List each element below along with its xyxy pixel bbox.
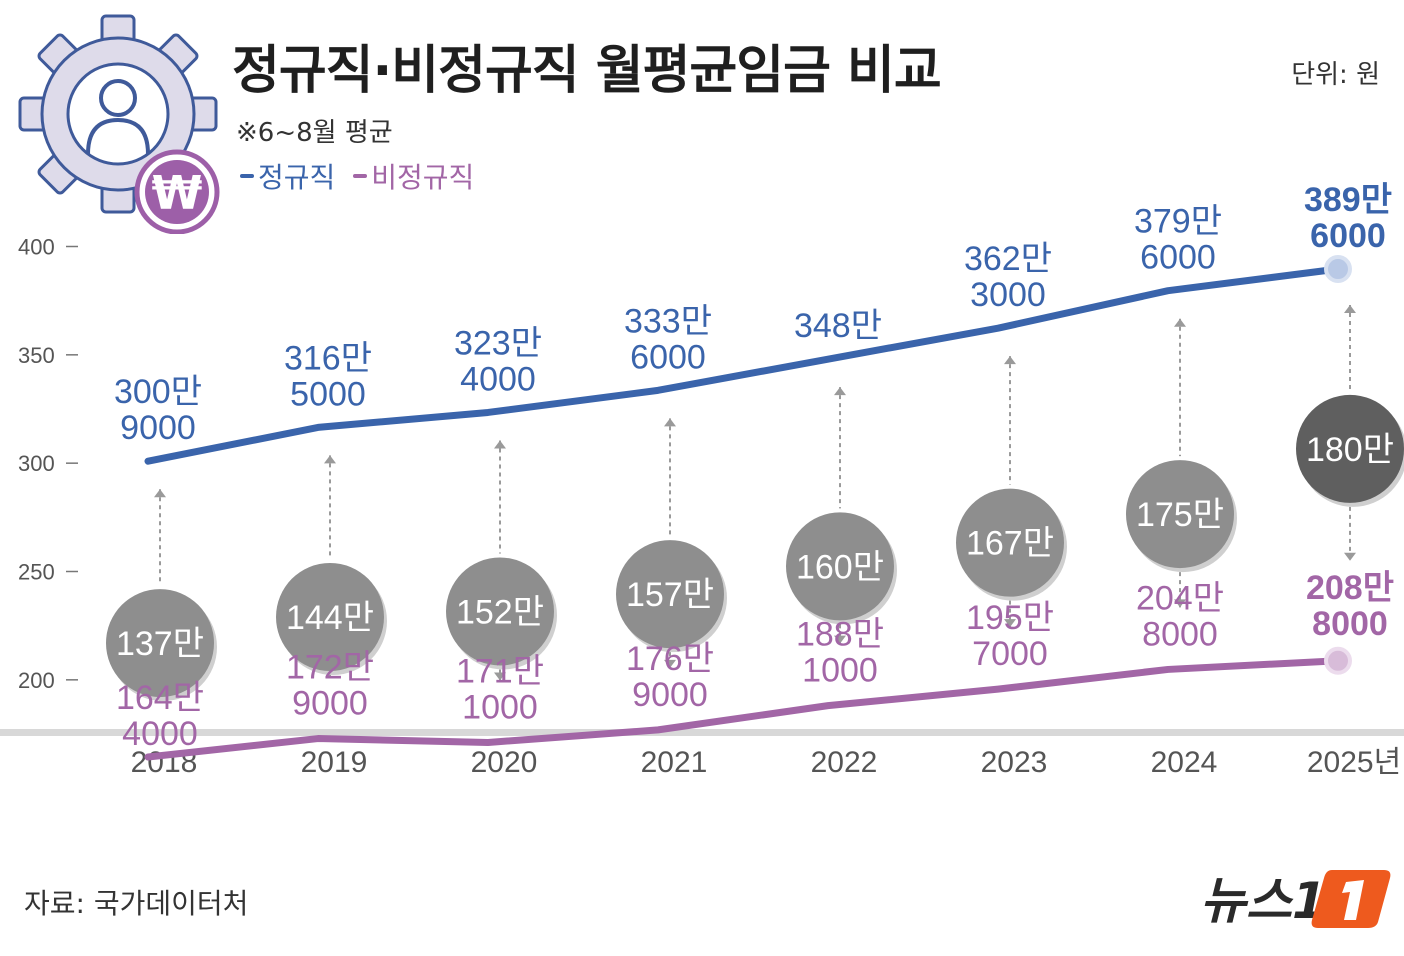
- regular-value-label-1-1: 5000: [290, 375, 366, 413]
- regular-value-label-0-0: 300만: [114, 373, 202, 411]
- x-tick-label-2: 2020: [471, 746, 538, 779]
- legend-item-nonregular: 비정규직: [353, 156, 474, 196]
- news1-logo: 뉴스1: [1200, 870, 1391, 930]
- gap-label-2: 152만: [456, 593, 544, 631]
- nonregular-value-label-1-0: 172만: [286, 649, 374, 687]
- gap-bubble-2: [446, 557, 554, 666]
- gap-arrow-down-head-7: [1344, 552, 1356, 561]
- legend-label-nonregular: 비정규직: [371, 161, 475, 194]
- regular-value-label-2-1: 4000: [460, 360, 536, 398]
- gap-arrow-up-head-2: [494, 440, 506, 449]
- worker-gear-icon: ₩: [18, 14, 220, 234]
- legend-label-regular: 정규직: [258, 161, 336, 194]
- gap-arrow-down-head-5: [1004, 619, 1016, 628]
- gap-bubble-7: [1296, 394, 1404, 503]
- gap-arrow-up-head-0: [154, 489, 166, 498]
- regular-value-label-0-1: 9000: [120, 409, 196, 447]
- x-tick-label-4: 2022: [811, 746, 878, 779]
- nonregular-value-label-5-1: 7000: [972, 635, 1048, 673]
- regular-value-label-7-1: 6000: [1310, 217, 1386, 255]
- gap-bubble-5: [956, 488, 1064, 597]
- nonregular-value-label-6-0: 204만: [1136, 579, 1224, 617]
- gap-arrow-up-head-1: [324, 455, 336, 464]
- x-axis-baseline: [0, 729, 1404, 736]
- gap-label-3: 157만: [626, 576, 714, 614]
- won-sign: ₩: [152, 166, 203, 220]
- gap-bubble-4: [786, 512, 894, 621]
- nonregular-value-label-0-0: 164만: [116, 679, 204, 717]
- x-tick-label-3: 2021: [641, 746, 708, 779]
- gap-arrow-down-head-2: [494, 672, 506, 681]
- regular-value-label-3-0: 333만: [624, 302, 712, 340]
- x-tick-label-7: 2025년: [1307, 746, 1401, 779]
- nonregular-value-label-7-0: 208만: [1306, 569, 1394, 607]
- nonregular-value-label-4-0: 188만: [796, 616, 884, 654]
- series-line-nonregular: [144, 657, 1342, 761]
- regular-value-label-7-0: 389만: [1304, 181, 1392, 219]
- gap-label-4: 160만: [796, 548, 884, 586]
- nonregular-value-label-2-0: 171만: [456, 652, 544, 690]
- x-tick-label-5: 2023: [981, 746, 1048, 779]
- gap-arrow-up-head-6: [1174, 318, 1186, 327]
- regular-endpoint-2025: [1324, 255, 1352, 284]
- legend: 정규직 비정규직: [240, 156, 474, 196]
- y-tick-label-200: 200: [18, 668, 55, 693]
- nonregular-value-label-4-1: 1000: [802, 652, 878, 690]
- gap-arrow-up-head-5: [1004, 356, 1016, 365]
- unit-label: 단위: 원: [1291, 60, 1380, 90]
- nonregular-value-label-3-0: 176만: [626, 640, 714, 678]
- regular-value-label-6-1: 6000: [1140, 239, 1216, 277]
- gap-bubble-1: [276, 562, 384, 671]
- regular-value-label-4-0: 348만: [794, 307, 882, 345]
- gap-arrow-up-head-4: [834, 387, 846, 396]
- y-tick-label-350: 350: [18, 343, 55, 368]
- gap-label-5: 167만: [966, 525, 1054, 563]
- nonregular-value-label-3-1: 9000: [632, 676, 708, 714]
- gap-arrow-down-head-4: [834, 635, 846, 644]
- x-tick-label-6: 2024: [1151, 746, 1218, 779]
- gap-arrow-down-head-6: [1174, 599, 1186, 608]
- nonregular-value-label-7-1: 8000: [1312, 605, 1388, 643]
- nonregular-value-label-1-1: 9000: [292, 685, 368, 723]
- gap-label-6: 175만: [1136, 496, 1224, 534]
- regular-value-label-5-1: 3000: [970, 276, 1046, 314]
- source-label: 자료: 국가데이터처: [24, 887, 249, 920]
- regular-value-label-5-0: 362만: [964, 240, 1052, 278]
- chart-title: 정규직·비정규직 월평균임금 비교: [232, 41, 942, 101]
- gap-bubble-0: [106, 589, 214, 698]
- period-note: ※6~8월 평균: [236, 118, 393, 148]
- regular-value-label-6-0: 379만: [1134, 203, 1222, 241]
- gap-bubble-6: [1126, 460, 1234, 569]
- nonregular-value-label-2-1: 1000: [462, 688, 538, 726]
- brand-text: 뉴스1: [1200, 872, 1327, 930]
- nonregular-value-label-0-1: 4000: [122, 715, 198, 753]
- nonregular-endpoint-2025: [1324, 646, 1352, 675]
- nonregular-value-label-5-0: 195만: [966, 599, 1054, 637]
- gap-label-7: 180만: [1306, 431, 1394, 469]
- y-tick-label-250: 250: [18, 560, 55, 585]
- legend-item-regular: 정규직: [240, 156, 335, 196]
- x-tick-label-1: 2019: [301, 746, 368, 779]
- gap-label-1: 144만: [286, 599, 374, 637]
- nonregular-value-label-6-1: 8000: [1142, 615, 1218, 653]
- series-line-regular: [144, 265, 1342, 465]
- legend-swatch-regular: [240, 174, 254, 178]
- regular-value-label-3-1: 6000: [630, 338, 706, 376]
- gap-bubble-3: [616, 540, 724, 649]
- gap-label-0: 137만: [116, 625, 204, 663]
- regular-value-label-2-0: 323만: [454, 324, 542, 362]
- gap-arrow-up-head-7: [1344, 305, 1356, 314]
- gap-arrow-down-head-3: [664, 659, 676, 668]
- regular-value-label-1-0: 316만: [284, 339, 372, 377]
- y-tick-label-300: 300: [18, 451, 55, 476]
- gap-arrow-up-head-3: [664, 418, 676, 427]
- y-tick-label-400: 400: [18, 235, 55, 260]
- legend-swatch-nonregular: [353, 174, 368, 178]
